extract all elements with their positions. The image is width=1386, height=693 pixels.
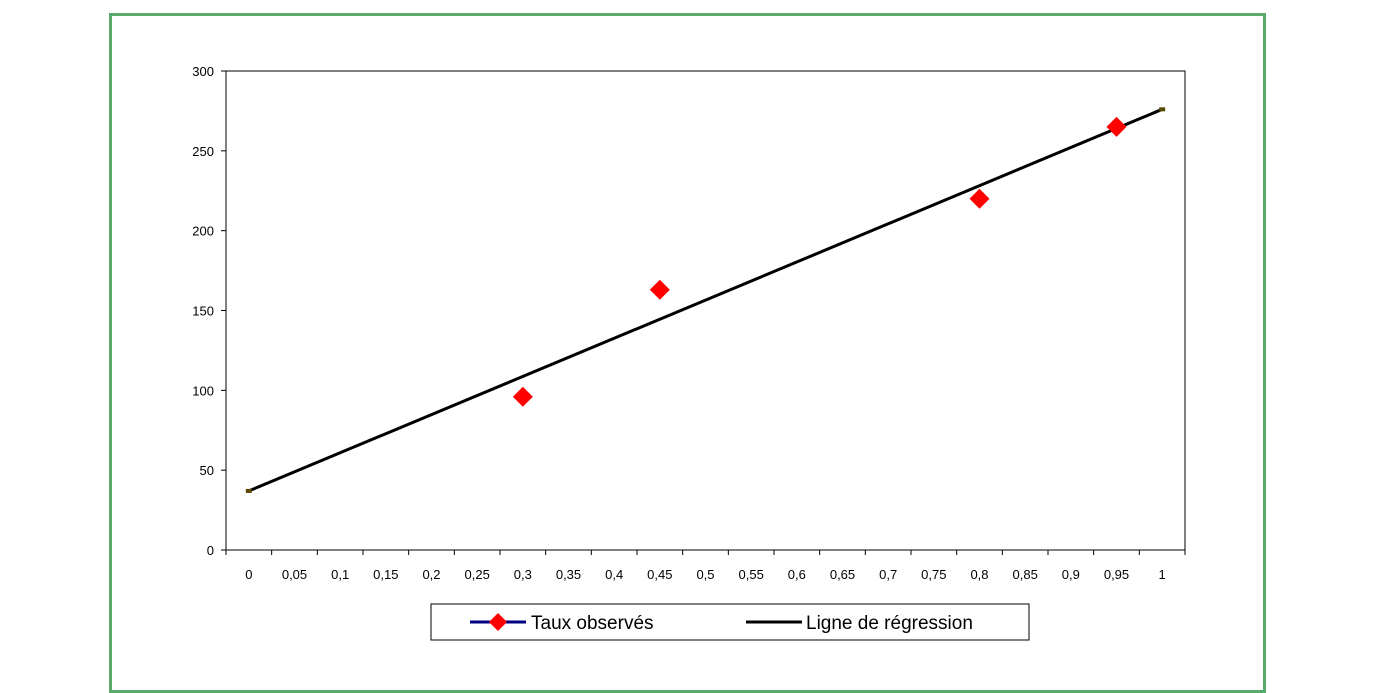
x-tick-label: 0,15 (373, 567, 398, 582)
observed-point (969, 188, 990, 209)
x-tick-label: 0,3 (514, 567, 532, 582)
x-tick-label: 0,4 (605, 567, 623, 582)
regression-line (248, 107, 1163, 493)
x-tick-label: 0,1 (331, 567, 349, 582)
x-axis: 0 0,05 0,1 0,15 0,2 0,25 0,3 0,35 0,4 0,45 0,5 0,55… (225, 550, 1186, 582)
x-tick-label: 1 (1159, 567, 1166, 582)
legend-box (430, 603, 1030, 641)
regression-endpoint (1159, 107, 1166, 112)
y-tick-label: 50 (200, 463, 214, 478)
observed-point (512, 386, 533, 407)
x-tick-label: 0,2 (422, 567, 440, 582)
x-tick-label: 0,75 (921, 567, 946, 582)
x-tick-label: 0,85 (1013, 567, 1038, 582)
x-tick-label: 0,35 (556, 567, 581, 582)
x-tick-label: 0,8 (970, 567, 988, 582)
plot-area (225, 70, 1186, 551)
legend-marker-observed (489, 613, 507, 631)
x-tick-label: 0,45 (647, 567, 672, 582)
observed-point (649, 279, 670, 300)
x-tick-label: 0 (245, 567, 252, 582)
y-tick-label: 100 (192, 383, 214, 398)
legend: Taux observés Ligne de régression (430, 603, 1030, 641)
x-tick-label: 0,7 (879, 567, 897, 582)
x-tick-label: 0,5 (696, 567, 714, 582)
y-tick-label: 250 (192, 144, 214, 159)
series-layer (245, 107, 1166, 493)
x-tick-label: 0,55 (739, 567, 764, 582)
y-tick-label: 0 (207, 543, 214, 558)
x-tick-label: 0,6 (788, 567, 806, 582)
observed-point (1106, 116, 1127, 137)
x-tick-label: 0,9 (1062, 567, 1080, 582)
legend-label-observed: Taux observés (531, 613, 654, 634)
x-tick-label: 0,65 (830, 567, 855, 582)
y-tick-label: 300 (192, 64, 214, 79)
y-axis: 0 50 100 150 200 250 300 (192, 64, 226, 558)
x-tick-label: 0,05 (282, 567, 307, 582)
y-tick-label: 150 (192, 304, 214, 319)
chart: 0 50 100 150 200 250 300 0 0,05 0,1 0,15 0,2 0,25 0,… (192, 64, 1186, 641)
x-tick-label: 0,95 (1104, 567, 1129, 582)
legend-label-regression: Ligne de régression (806, 613, 973, 634)
regression-endpoint (245, 488, 252, 493)
x-tick-label: 0,25 (465, 567, 490, 582)
y-tick-label: 200 (192, 224, 214, 239)
